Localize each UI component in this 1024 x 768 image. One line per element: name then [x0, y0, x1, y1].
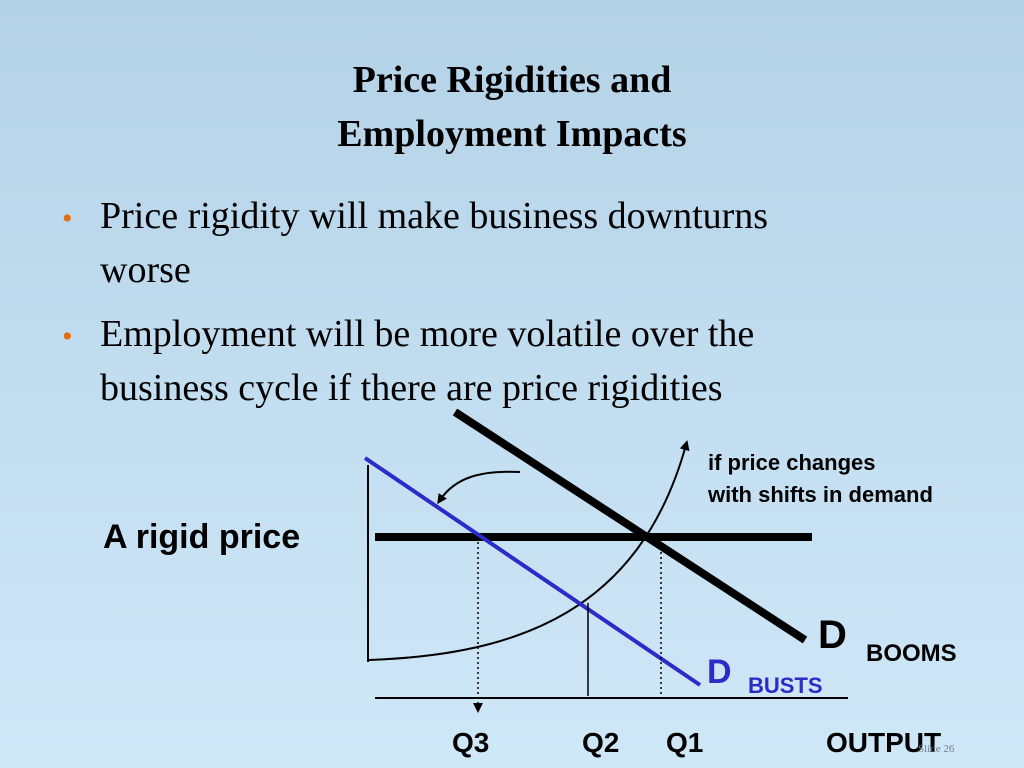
demand-booms-subscript: BOOMS [866, 640, 957, 667]
bullet-text: Price rigidity will make business downtu… [100, 195, 768, 237]
flexible-price-curve [367, 440, 690, 661]
curve-note: if price changes [708, 450, 876, 475]
demand-booms-line [452, 408, 808, 644]
x-label: Q1 [666, 727, 703, 758]
x-label: Q3 [452, 727, 489, 758]
bullet-text: business cycle if there are price rigidi… [100, 367, 723, 409]
demand-busts-line [363, 456, 702, 687]
diagram: A rigid price if price changes with shif… [103, 408, 957, 758]
bullet-dot: • [62, 202, 73, 235]
bullet-text: worse [100, 249, 191, 291]
rigid-price-label: A rigid price [103, 518, 300, 556]
bullet-text: Employment will be more volatile over th… [100, 313, 754, 355]
shift-arrow [437, 470, 521, 505]
demand-busts-symbol: D [707, 653, 732, 691]
x-axis-label: OUTPUT [826, 727, 941, 758]
title: Price Rigidities and [353, 59, 672, 101]
x-label: Q2 [582, 727, 619, 758]
demand-booms-symbol: D [818, 613, 847, 657]
slide-number: Slide 26 [918, 743, 955, 755]
curve-note: with shifts in demand [707, 482, 933, 507]
bullet-dot: • [62, 320, 73, 353]
title: Employment Impacts [337, 113, 686, 155]
demand-busts-subscript: BUSTS [748, 673, 823, 698]
